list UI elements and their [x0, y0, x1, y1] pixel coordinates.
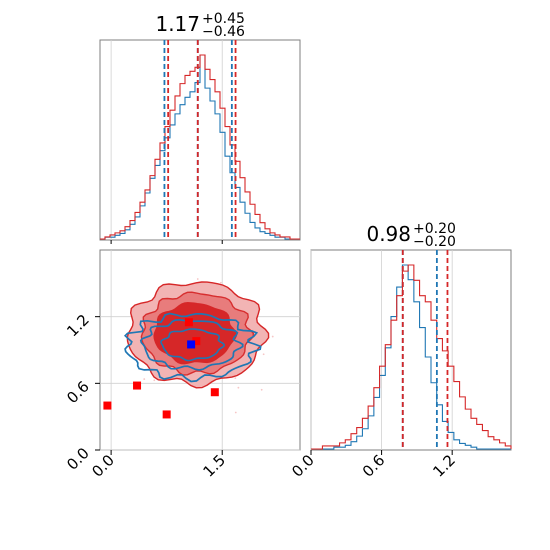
scatter-x-ticks: 0.0 1.5 — [88, 450, 229, 481]
param1-title-minus: −0.46 — [202, 24, 245, 40]
scatter-panel: 0.0 0.6 1.2 0.0 1.5 — [63, 249, 301, 481]
hist-param2-quantiles — [401, 250, 449, 450]
blue-contour-outer — [123, 312, 262, 383]
hist-param1-panel: 1.17 +0.45 −0.46 — [99, 11, 301, 244]
red-marker-2 — [162, 410, 171, 419]
scatter-dot — [262, 353, 265, 356]
scatter-dot — [196, 278, 199, 280]
hist-param2-panel: 0.0 0.6 1.2 0.98 +0.20 −0.20 — [288, 221, 512, 481]
scatter-dot — [153, 379, 156, 382]
scatter-dot — [234, 411, 237, 414]
hist-param2-x-label-1: 0.6 — [359, 451, 389, 481]
red-marker-4 — [192, 337, 201, 346]
param2-title-plus: +0.20 — [413, 221, 456, 237]
scatter-dot — [234, 377, 237, 380]
hist-param2-red-steps — [311, 264, 512, 450]
param1-title-median: 1.17 — [155, 12, 200, 36]
blue-marker-0 — [187, 340, 196, 349]
red-marker-0 — [103, 401, 112, 410]
scatter-contours — [123, 281, 270, 389]
scatter-y-label-1: 0.6 — [63, 377, 93, 407]
hist-param1-grid — [110, 40, 223, 244]
param2-title-minus: −0.20 — [413, 234, 456, 250]
hist-param2-grid — [310, 250, 453, 450]
hist-param1-quantiles — [163, 40, 237, 240]
scatter-x-label-1: 1.5 — [199, 451, 229, 481]
hist-param2-x-ticks: 0.0 0.6 1.2 — [288, 450, 459, 481]
scatter-y-label-2: 1.2 — [63, 311, 93, 341]
scatter-y-ticks: 0.00.61.2 — [63, 311, 100, 474]
hist-param2-blue-steps — [311, 264, 511, 450]
red-marker-3 — [184, 318, 193, 327]
hist-param2-steps — [311, 264, 512, 450]
red-marker-1 — [133, 381, 142, 390]
scatter-dot — [143, 378, 146, 380]
scatter-x-label-0: 0.0 — [88, 451, 118, 481]
scatter-markers — [103, 318, 219, 419]
hist-param2-x-label-2: 1.2 — [429, 451, 459, 481]
blue-contour-mid — [139, 318, 244, 371]
hist-param2-frame — [310, 249, 512, 451]
scatter-dot — [271, 335, 274, 338]
scatter-dot — [260, 388, 263, 391]
scatter-dot — [219, 281, 222, 284]
param2-title-median: 0.98 — [366, 222, 411, 246]
blue-contour-inner — [160, 328, 225, 362]
red-marker-5 — [210, 388, 219, 397]
scatter-dot — [237, 386, 240, 389]
hist-param2-x-label-0: 0.0 — [288, 451, 318, 481]
param1-title-plus: +0.45 — [202, 11, 245, 27]
